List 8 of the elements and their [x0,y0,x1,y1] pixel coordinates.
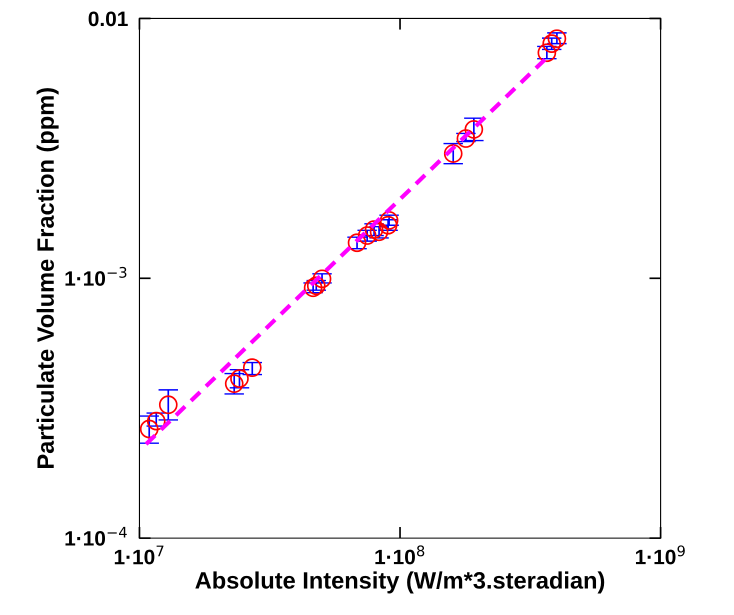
x-tick-label: 1·10$^{8}$ [375,545,424,564]
x-tick-label: 1·10$^{7}$ [114,546,164,564]
y-axis-title: Particulate Volume Fraction (ppm) [36,88,59,468]
x-tick-label: 1·10$^{9}$ [636,545,685,564]
y-tick-label: 0.01 [88,11,128,26]
y-tick-label: 1·10$^{−4}$ [65,526,127,546]
x-axis-title: Absolute Intensity (W/m*3.steradian) [195,571,604,594]
y-tick-label: 1·10$^{−3}$ [65,266,126,286]
